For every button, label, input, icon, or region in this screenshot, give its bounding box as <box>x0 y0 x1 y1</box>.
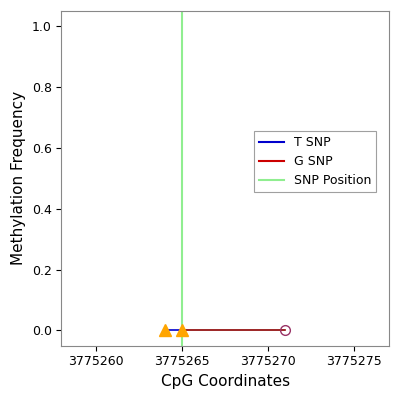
Y-axis label: Methylation Frequency: Methylation Frequency <box>11 91 26 266</box>
Legend: T SNP, G SNP, SNP Position: T SNP, G SNP, SNP Position <box>254 131 376 192</box>
X-axis label: CpG Coordinates: CpG Coordinates <box>160 374 290 389</box>
